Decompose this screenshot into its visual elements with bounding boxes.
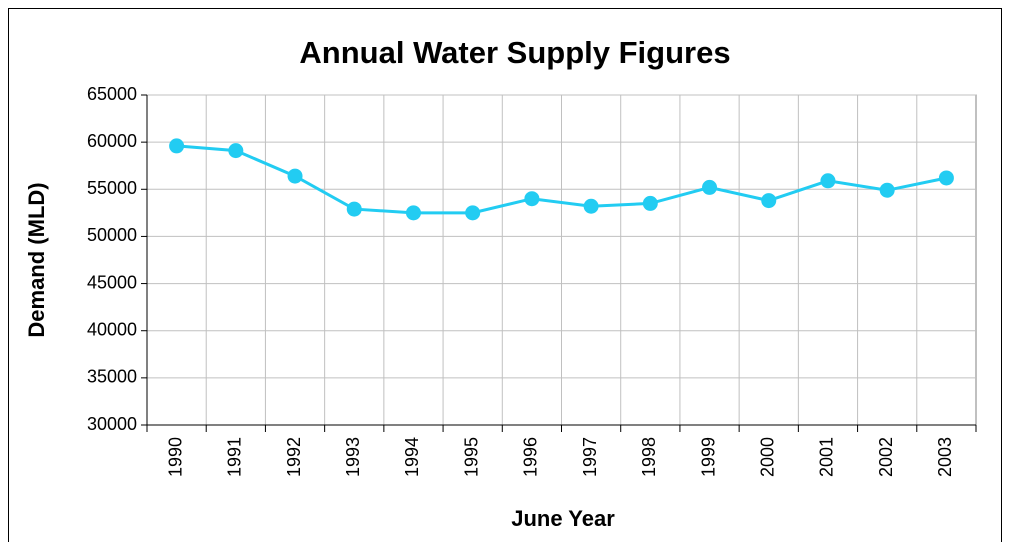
x-tick-label: 1996 xyxy=(521,437,541,477)
chart-frame xyxy=(8,8,1002,547)
x-tick-label: 1998 xyxy=(639,437,659,477)
y-tick-label: 35000 xyxy=(87,367,137,387)
y-tick-label: 65000 xyxy=(87,84,137,104)
data-point xyxy=(346,201,362,217)
data-point xyxy=(287,168,303,184)
data-point xyxy=(702,179,718,195)
x-tick-label: 1990 xyxy=(165,437,185,477)
data-point xyxy=(820,173,836,189)
data-line xyxy=(176,144,947,215)
data-point xyxy=(405,205,421,221)
data-point xyxy=(169,138,185,154)
data-point xyxy=(761,193,777,209)
y-tick-label: 40000 xyxy=(87,319,137,339)
data-point xyxy=(642,195,658,211)
chart-title: Annual Water Supply Figures xyxy=(299,35,730,70)
y-tick-label: 50000 xyxy=(87,225,137,245)
x-tick-label: 2003 xyxy=(935,437,955,477)
data-point xyxy=(879,182,895,198)
y-tick-label: 30000 xyxy=(87,414,137,434)
y-tick-label: 55000 xyxy=(87,178,137,198)
x-tick-label: 2000 xyxy=(758,437,778,477)
x-tick-label: 1995 xyxy=(461,437,481,477)
x-tick-label: 1997 xyxy=(580,437,600,477)
data-point xyxy=(583,198,599,214)
x-tick-label: 1993 xyxy=(343,437,363,477)
x-tick-label: 1999 xyxy=(698,437,718,477)
data-point xyxy=(465,205,481,221)
y-axis-title: Demand (MLD) xyxy=(24,182,49,337)
x-tick-label: 2001 xyxy=(817,437,837,477)
x-tick-label: 1994 xyxy=(402,437,422,477)
y-tick-label: 45000 xyxy=(87,272,137,292)
data-point xyxy=(524,191,540,207)
x-tick-label: 1992 xyxy=(284,437,304,477)
data-point xyxy=(228,143,244,159)
x-axis-title: June Year xyxy=(511,506,615,531)
x-tick-label: 1991 xyxy=(225,437,245,477)
x-tick-label: 2002 xyxy=(876,437,896,477)
data-point xyxy=(938,170,954,186)
y-tick-label: 60000 xyxy=(87,131,137,151)
